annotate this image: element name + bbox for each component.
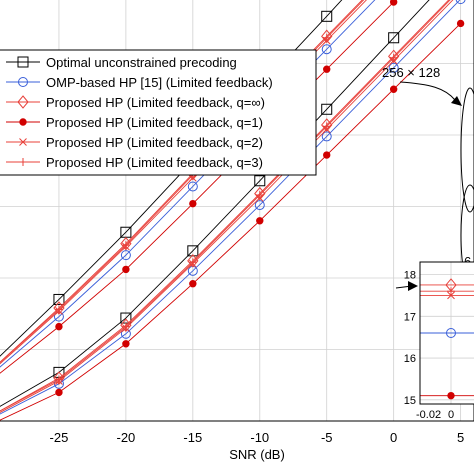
x-tick-label: -25: [50, 430, 69, 445]
series-line-1-1: [0, 0, 461, 415]
inset-frame: [419, 261, 474, 405]
legend-label-4: Proposed HP (Limited feedback, q=2): [46, 135, 263, 150]
x-axis-title: SNR (dB): [229, 447, 285, 462]
inset-y-tick-label: 18: [404, 270, 416, 282]
data-point-5-0-1: [54, 305, 63, 314]
data-point-1-1-7: [455, 0, 466, 5]
data-point-5-1-6: [389, 53, 398, 62]
annotation-arrowhead: [451, 96, 462, 106]
legend: Optimal unconstrained precoding OMP-based…: [0, 49, 317, 176]
series-line-0-1: [0, 0, 430, 407]
data-point-3-0-6: [389, 0, 398, 6]
inset-y-tick-label: 17: [404, 311, 416, 323]
legend-marker-1: [18, 77, 28, 87]
data-point-5-1-5: [322, 122, 331, 131]
data-point-3-0-2: [122, 265, 130, 274]
series-line-2-1: [0, 0, 450, 412]
inset-x-tick-labels: -0.02 0: [416, 409, 454, 421]
inset-y-tick-label: 15: [404, 395, 416, 407]
annotation-ellipse-upper: [460, 87, 474, 213]
legend-label-1: OMP-based HP [15] (Limited feedback): [46, 75, 273, 90]
x-tick-label: 0: [390, 430, 397, 445]
inset-marker-2: [447, 287, 455, 296]
data-point-1-1-6: [388, 62, 399, 73]
inset-marker-3: [446, 328, 456, 338]
data-point-3-1-7: [456, 19, 465, 28]
annotation-label: 256 × 128: [382, 65, 440, 80]
data-point-1-1-4: [254, 200, 265, 211]
inset-series: [420, 278, 474, 400]
legend-marker-0: [17, 56, 29, 68]
data-point-3-1-6: [389, 85, 398, 93]
data-point-1-0-5: [321, 44, 332, 55]
x-tick-label: -5: [321, 430, 333, 445]
annotation-group: 256 × 128: [382, 65, 474, 286]
legend-box: [0, 49, 317, 176]
data-point-0-1-5: [321, 103, 333, 115]
x-tick-label: -10: [250, 430, 269, 445]
data-point-5-1-1: [54, 375, 63, 384]
data-point-2-1-1: [53, 371, 65, 385]
legend-label-2: Proposed HP (Limited feedback, q=∞): [46, 95, 265, 110]
data-point-0-1-3: [187, 245, 199, 257]
data-point-5-0-2: [121, 241, 130, 250]
legend-marker-2: [17, 95, 29, 109]
data-point-5-0-5: [322, 33, 331, 42]
inset-x-tick-label: -0.02: [416, 409, 441, 421]
data-point-5-1-3: [188, 258, 197, 267]
legend-label-3: Proposed HP (Limited feedback, q=1): [46, 115, 263, 130]
data-point-5-1-4: [255, 191, 264, 200]
data-point-3-0-1: [55, 322, 63, 331]
series-line-3-1: [0, 23, 461, 421]
inset-x-tick-label: 0: [448, 409, 454, 421]
legend-items: Optimal unconstrained precoding OMP-based…: [6, 55, 273, 170]
x-tick-label: -15: [183, 430, 202, 445]
legend-marker-5: [19, 158, 27, 166]
data-point-3-1-5: [323, 151, 331, 159]
legend-marker-4: [19, 138, 27, 146]
series-line-4-1: [0, 0, 454, 413]
inset-y-tick-labels: 15 16 17 18: [404, 270, 416, 407]
data-point-3-1-2: [122, 340, 130, 348]
data-point-3-1-1: [55, 388, 63, 397]
x-tick-label: 5: [457, 430, 464, 445]
x-tick-label: -20: [116, 430, 135, 445]
series-line-5-1: [0, 0, 451, 412]
inset-marker-4: [447, 391, 455, 400]
data-point-1-0-2: [120, 250, 131, 261]
data-point-3-0-3: [189, 199, 197, 208]
data-point-0-0-5: [321, 10, 333, 22]
data-point-0-1-4: [254, 175, 266, 187]
data-point-1-1-5: [321, 131, 332, 142]
inset-plot: 15 16 17 18 -0.02 0: [404, 261, 474, 421]
legend-label-5: Proposed HP (Limited feedback, q=3): [46, 155, 263, 170]
legend-marker-3: [19, 118, 27, 126]
annotation-arrowhead-2: [408, 281, 418, 291]
data-point-3-1-3: [189, 280, 197, 288]
legend-label-0: Optimal unconstrained precoding: [46, 55, 237, 70]
x-tick-labels: -25 -20 -15 -10 -5 0 5: [50, 430, 465, 445]
data-point-3-0-5: [323, 65, 331, 73]
inset-marker-1: [447, 291, 455, 300]
annotation-arrow: [399, 81, 456, 101]
inset-y-tick-label: 16: [404, 353, 416, 365]
data-point-3-1-4: [256, 217, 264, 225]
data-point-0-0-1: [53, 293, 65, 305]
data-point-1-0-3: [187, 181, 198, 192]
plot-frame: [0, 0, 474, 422]
data-point-5-1-2: [121, 322, 130, 331]
data-point-0-1-6: [388, 32, 400, 44]
